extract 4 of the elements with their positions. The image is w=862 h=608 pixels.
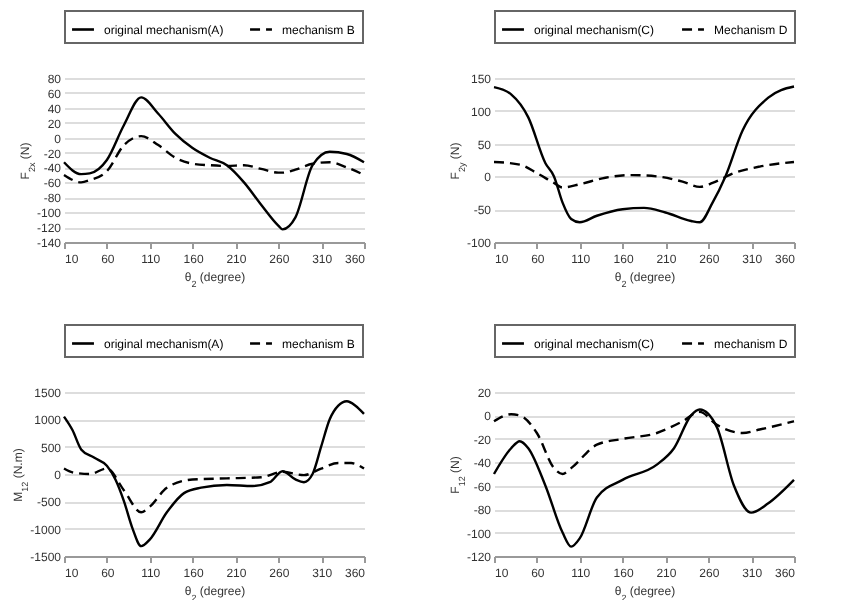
line-series: [62, 96, 366, 231]
line-series: [492, 85, 796, 224]
line-series: [492, 408, 796, 548]
line-series: [62, 400, 366, 548]
